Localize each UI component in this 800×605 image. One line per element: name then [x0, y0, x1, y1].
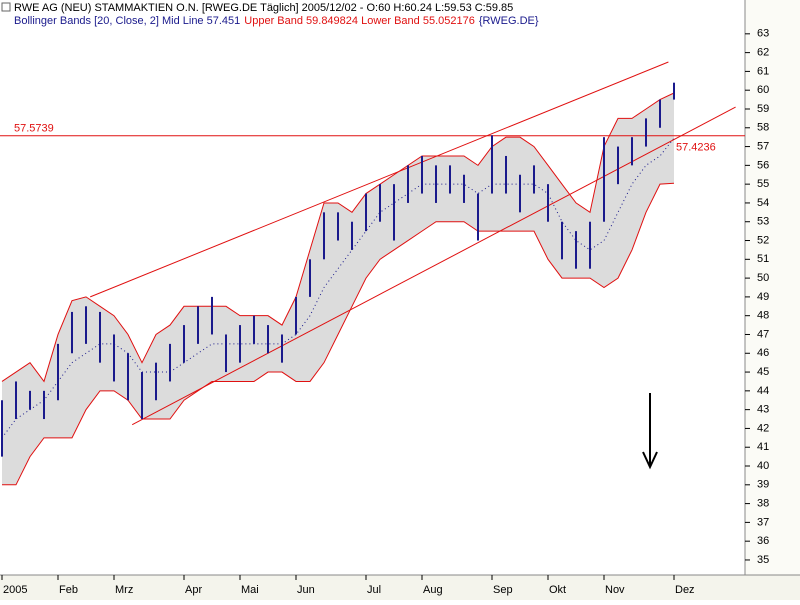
x-tick-label: 2005: [3, 584, 27, 596]
y-tick-label: 58: [757, 122, 769, 134]
trendline: [90, 61, 669, 298]
y-tick-label: 43: [757, 404, 769, 416]
y-tick-label: 47: [757, 328, 769, 340]
band-fill: [2, 93, 674, 485]
hline-label: 57.5739: [14, 123, 54, 135]
x-tick-label: Aug: [423, 584, 443, 596]
y-tick-label: 46: [757, 347, 769, 359]
x-tick-label: Okt: [549, 584, 566, 596]
y-tick-label: 40: [757, 460, 769, 472]
x-tick-label: Sep: [493, 584, 513, 596]
indicator-symbol: {RWEG.DE}: [479, 15, 539, 27]
chart-title: RWE AG (NEU) STAMMAKTIEN O.N. [RWEG.DE T…: [14, 2, 513, 14]
price-label: 57.4236: [676, 142, 716, 154]
indicator-bands: Upper Band 59.849824 Lower Band 55.05217…: [244, 15, 475, 27]
x-tick-label: Jul: [367, 584, 381, 596]
y-tick-label: 49: [757, 291, 769, 303]
x-tick-label: Dez: [675, 584, 695, 596]
x-tick-label: Mrz: [115, 584, 133, 596]
y-tick-label: 52: [757, 234, 769, 246]
y-axis-bg: [745, 0, 800, 575]
legend-line: Bollinger Bands [20, Close, 2] Mid Line …: [14, 15, 539, 27]
y-tick-label: 57: [757, 140, 769, 152]
y-tick-label: 41: [757, 441, 769, 453]
y-tick-label: 50: [757, 272, 769, 284]
y-tick-label: 59: [757, 103, 769, 115]
y-tick-label: 51: [757, 253, 769, 265]
band-line: [2, 182, 675, 486]
y-tick-label: 53: [757, 216, 769, 228]
y-tick-label: 39: [757, 479, 769, 491]
y-tick-label: 45: [757, 366, 769, 378]
icon: [1, 2, 11, 12]
y-tick-label: 36: [757, 535, 769, 547]
y-tick-label: 62: [757, 47, 769, 59]
y-tick-label: 61: [757, 65, 769, 77]
indicator: Bollinger Bands [20, Close, 2] Mid Line …: [14, 15, 240, 27]
x-tick-label: Apr: [185, 584, 202, 596]
y-tick-label: 60: [757, 84, 769, 96]
x-tick-label: Feb: [59, 584, 78, 596]
y-tick-label: 44: [757, 385, 769, 397]
x-tick-label: Nov: [605, 584, 625, 596]
arrow: [642, 393, 658, 470]
y-tick-label: 54: [757, 197, 769, 209]
y-tick-label: 42: [757, 422, 769, 434]
y-tick-label: 35: [757, 554, 769, 566]
x-tick-label: Mai: [241, 584, 259, 596]
trendline: [131, 106, 736, 426]
y-tick-label: 56: [757, 159, 769, 171]
band-line: [1, 92, 675, 383]
y-tick-label: 55: [757, 178, 769, 190]
y-tick-label: 63: [757, 28, 769, 40]
y-tick-label: 38: [757, 498, 769, 510]
x-tick-label: Jun: [297, 584, 315, 596]
y-tick-label: 48: [757, 310, 769, 322]
y-tick-label: 37: [757, 516, 769, 528]
x-axis-bg: [0, 575, 800, 600]
